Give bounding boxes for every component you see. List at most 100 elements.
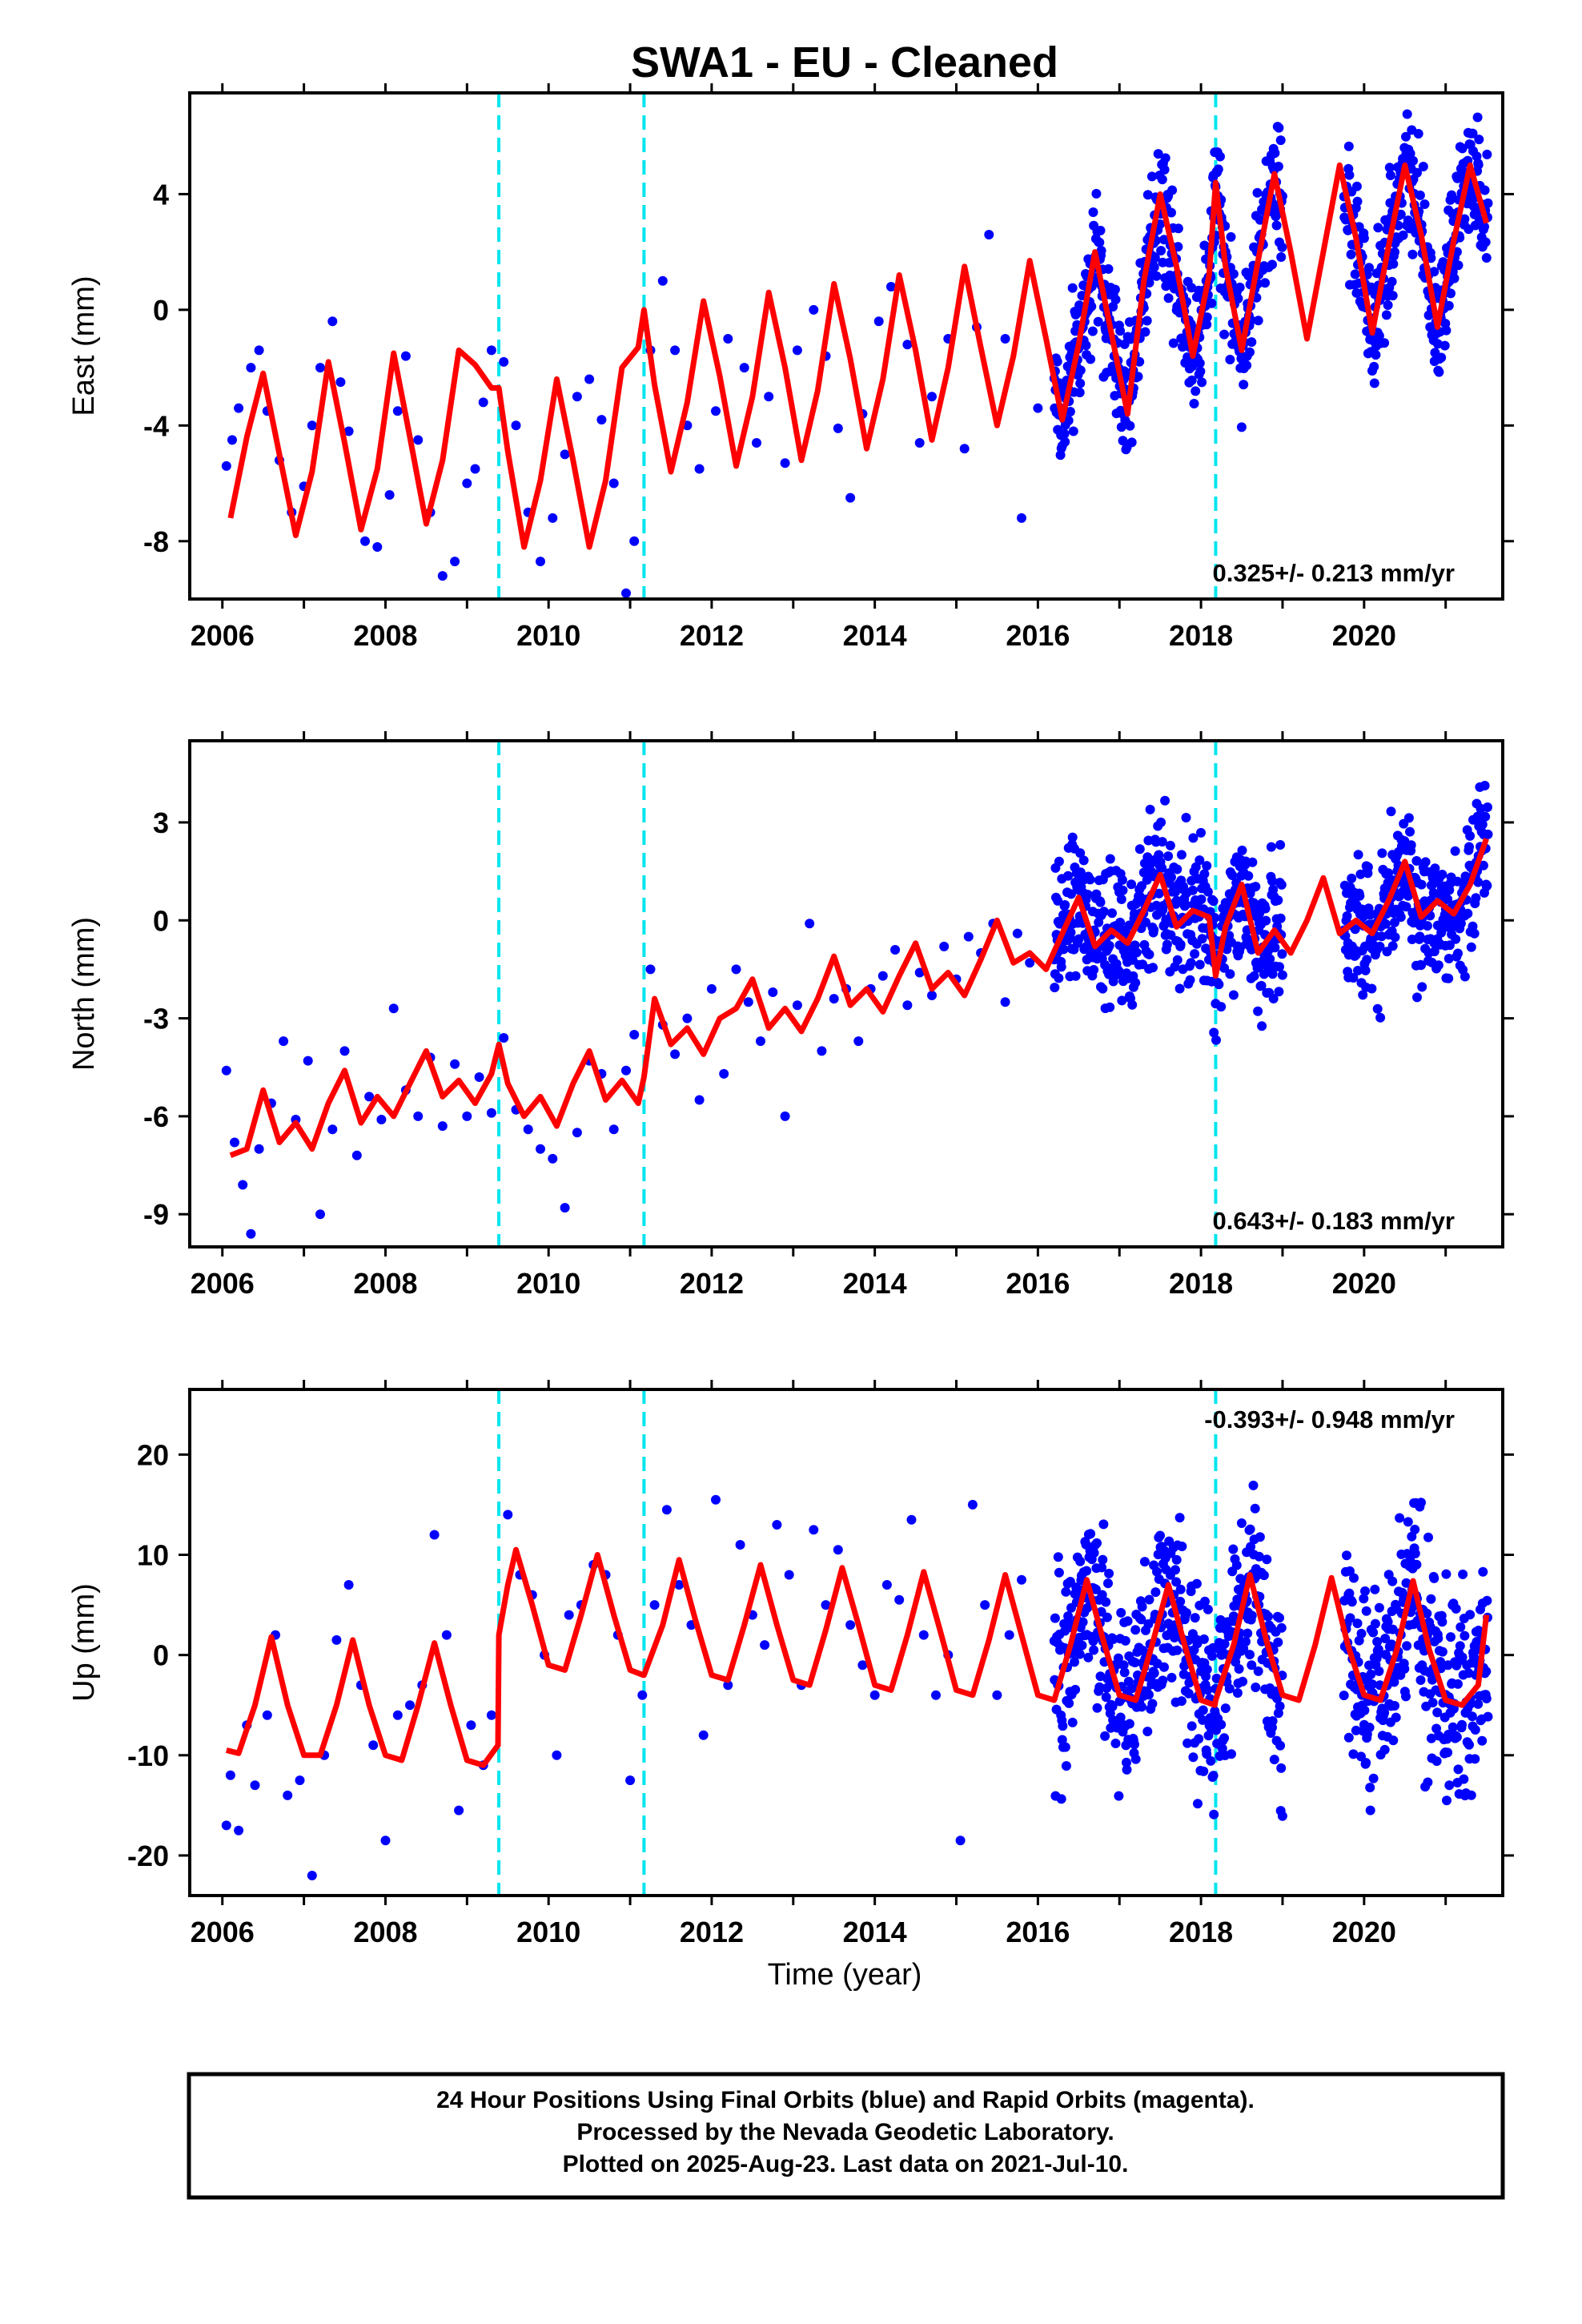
data-point: [845, 1620, 856, 1630]
data-point: [368, 1740, 379, 1751]
data-point: [1066, 889, 1076, 899]
data-point: [1147, 1699, 1158, 1709]
data-point: [1012, 928, 1022, 939]
data-point: [1115, 917, 1126, 927]
data-point: [1127, 999, 1138, 1010]
data-point: [1361, 1758, 1371, 1768]
data-point: [1376, 931, 1387, 942]
data-point: [1149, 1668, 1159, 1679]
data-point: [1453, 260, 1464, 271]
data-point: [1070, 971, 1081, 981]
data-point: [1211, 1035, 1221, 1045]
data-point: [1426, 1733, 1436, 1743]
data-point: [1265, 954, 1275, 964]
data-point: [1216, 1719, 1227, 1730]
data-point: [1276, 879, 1287, 890]
data-point: [1444, 1780, 1455, 1791]
data-point: [1416, 1498, 1426, 1508]
data-point: [1130, 1739, 1139, 1750]
data-point: [992, 1690, 1002, 1700]
data-point: [1107, 908, 1117, 919]
data-point: [1078, 1617, 1088, 1627]
data-point: [1058, 1721, 1068, 1731]
data-point: [1247, 1660, 1257, 1671]
data-point: [1173, 242, 1183, 252]
data-point: [1241, 1636, 1251, 1647]
data-point: [1144, 949, 1154, 959]
data-point: [1237, 845, 1247, 855]
footer-box: [187, 2072, 1505, 2200]
data-point: [1191, 1578, 1202, 1589]
data-point: [1423, 1532, 1433, 1542]
data-point: [1373, 1644, 1383, 1655]
data-point: [295, 1775, 305, 1786]
data-point: [1068, 426, 1078, 436]
data-point: [886, 282, 896, 292]
data-point: [1416, 960, 1426, 971]
data-point: [1429, 267, 1439, 277]
data-point: [1368, 1773, 1379, 1783]
data-point: [1166, 207, 1176, 218]
data-point: [1095, 225, 1106, 235]
data-point: [1401, 131, 1411, 142]
data-point: [927, 392, 937, 402]
data-point: [670, 345, 681, 356]
data-point: [959, 444, 970, 454]
data-point: [694, 464, 705, 474]
data-point: [1470, 1725, 1480, 1735]
footer-line-1: 24 Hour Positions Using Final Orbits (bl…: [436, 2087, 1255, 2113]
data-point: [1209, 1809, 1219, 1819]
data-point: [1423, 1777, 1433, 1787]
data-point: [1367, 983, 1377, 994]
data-point: [817, 1046, 827, 1056]
data-point: [1408, 1602, 1418, 1612]
data-point: [1480, 222, 1489, 232]
data-point: [1401, 1578, 1411, 1588]
data-point: [1235, 282, 1245, 292]
data-point: [1482, 1595, 1492, 1606]
data-point: [1473, 1699, 1484, 1709]
data-point: [486, 1710, 496, 1720]
data-point: [1263, 1611, 1273, 1622]
data-point: [511, 420, 521, 431]
x-tick-label: 2012: [680, 1267, 744, 1300]
data-point: [1075, 848, 1086, 858]
data-point: [1270, 943, 1280, 953]
data-point: [1091, 188, 1102, 199]
data-point: [499, 1033, 509, 1043]
data-point: [227, 435, 237, 445]
footer-line-2: Processed by the Nevada Geodetic Laborat…: [576, 2119, 1114, 2145]
data-point: [1142, 190, 1153, 200]
east-panel: 2006 2008 2010 2012 2014 2016 2018 2020 4 0 -4 -8 Ea…: [67, 83, 1514, 652]
data-point: [1360, 965, 1371, 975]
data-point: [339, 1046, 350, 1056]
data-point: [503, 1510, 513, 1520]
data-point: [1157, 837, 1167, 847]
data-point: [1450, 846, 1460, 856]
data-point: [637, 1690, 648, 1700]
data-point: [1144, 1594, 1154, 1605]
data-point: [1390, 1701, 1399, 1711]
data-point: [1375, 1012, 1386, 1023]
observation-points: [221, 781, 1493, 1239]
data-point: [499, 356, 509, 367]
data-point: [1470, 1754, 1480, 1764]
data-point: [335, 377, 346, 388]
data-point: [1350, 924, 1360, 935]
chart-title: SWA1 - EU - Cleaned: [631, 38, 1058, 86]
data-point: [1064, 1698, 1074, 1708]
data-point: [1137, 1702, 1146, 1712]
data-point: [1402, 109, 1412, 119]
data-point: [1126, 1683, 1137, 1694]
data-point: [706, 983, 717, 994]
data-point: [1243, 870, 1254, 881]
data-point: [560, 1203, 570, 1213]
data-point: [698, 1730, 709, 1740]
data-point: [1233, 293, 1243, 304]
data-point: [1186, 1721, 1197, 1731]
data-point: [873, 316, 884, 327]
data-point: [1432, 1707, 1443, 1718]
data-point: [437, 1121, 448, 1132]
y-tick-label: -20: [127, 1839, 169, 1872]
data-point: [1271, 220, 1282, 231]
